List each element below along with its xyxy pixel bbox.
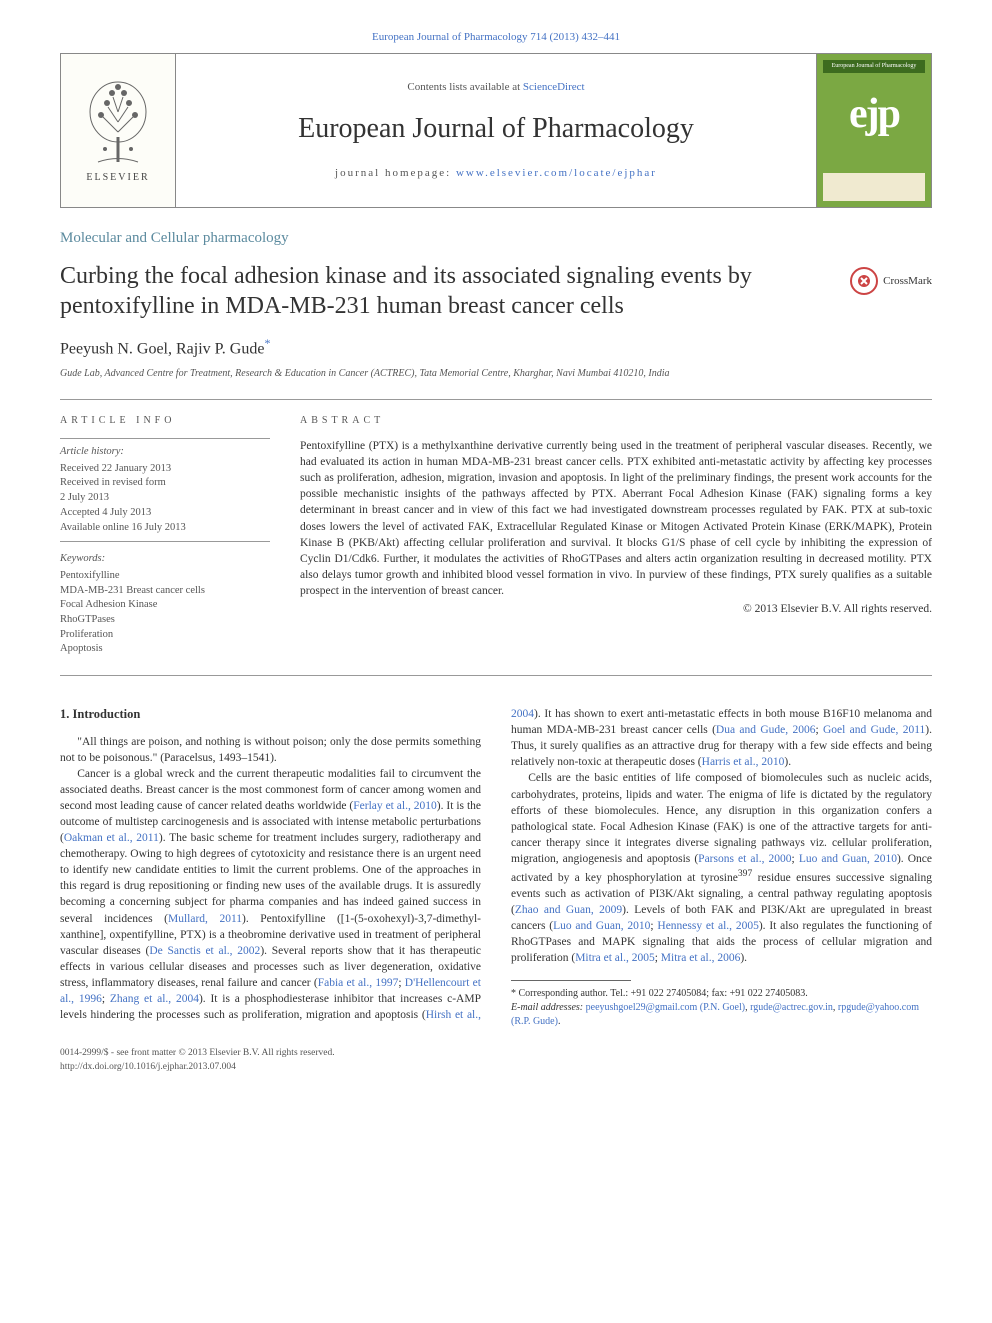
journal-title: European Journal of Pharmacology [196, 109, 796, 148]
contents-line: Contents lists available at ScienceDirec… [196, 80, 796, 95]
elsevier-logo[interactable]: ELSEVIER [61, 54, 176, 207]
authors: Peeyush N. Goel, Rajiv P. Gude* [60, 335, 932, 361]
history-label: Article history: [60, 445, 270, 460]
affiliation: Gude Lab, Advanced Centre for Treatment,… [60, 367, 932, 381]
ref-link[interactable]: Dua and Gude, 2006 [716, 724, 816, 736]
journal-header: ELSEVIER Contents lists available at Sci… [60, 53, 932, 208]
article-info-heading: ARTICLE INFO [60, 414, 270, 428]
email-link[interactable]: peeyushgoel29@gmail.com (P.N. Goel) [586, 1002, 745, 1013]
history-item: Available online 16 July 2013 [60, 521, 270, 536]
ref-link[interactable]: Mullard, 2011 [168, 913, 242, 925]
ref-link[interactable]: Parsons et al., 2000 [698, 853, 791, 865]
ref-link[interactable]: Luo and Guan, 2010 [799, 853, 897, 865]
email-link[interactable]: rgude@actrec.gov.in [750, 1002, 833, 1013]
doi-line[interactable]: http://dx.doi.org/10.1016/j.ejphar.2013.… [60, 1061, 932, 1074]
keyword: Proliferation [60, 628, 270, 643]
keyword: Apoptosis [60, 642, 270, 657]
email-label: E-mail addresses: [511, 1002, 586, 1013]
elsevier-tree-icon [83, 77, 153, 167]
crossmark-badge[interactable]: CrossMark [850, 267, 932, 295]
keyword: Pentoxifylline [60, 569, 270, 584]
keyword: Focal Adhesion Kinase [60, 598, 270, 613]
ref-link[interactable]: Zhang et al., 2004 [110, 993, 199, 1005]
contents-prefix: Contents lists available at [407, 81, 522, 93]
history-item: Received 22 January 2013 [60, 462, 270, 477]
crossmark-label: CrossMark [883, 274, 932, 289]
section-tag[interactable]: Molecular and Cellular pharmacology [60, 228, 932, 249]
bottom-meta: 0014-2999/$ - see front matter © 2013 El… [60, 1047, 932, 1074]
ref-link[interactable]: Zhao and Guan, 2009 [515, 904, 622, 916]
ref-link[interactable]: Fabia et al., 1997 [318, 977, 399, 989]
ref-link[interactable]: Harris et al., 2010 [702, 756, 785, 768]
info-abstract-row: ARTICLE INFO Article history: Received 2… [60, 399, 932, 676]
email-footnote: E-mail addresses: peeyushgoel29@gmail.co… [511, 1001, 932, 1029]
article-title: Curbing the focal adhesion kinase and it… [60, 261, 830, 321]
footnote-separator [511, 980, 631, 981]
body-text: 1. Introduction "All things are poison, … [60, 706, 932, 1029]
journal-cover[interactable]: European Journal of Pharmacology ejp [816, 54, 931, 207]
journal-homepage: journal homepage: www.elsevier.com/locat… [196, 166, 796, 181]
authors-text: Peeyush N. Goel, Rajiv P. Gude [60, 341, 264, 358]
homepage-prefix: journal homepage: [335, 167, 456, 179]
keyword-list: Pentoxifylline MDA-MB-231 Breast cancer … [60, 569, 270, 657]
keywords-label: Keywords: [60, 552, 270, 567]
abstract-column: ABSTRACT Pentoxifylline (PTX) is a methy… [300, 414, 932, 657]
keyword: RhoGTPases [60, 613, 270, 628]
elsevier-label: ELSEVIER [86, 171, 149, 185]
cover-bottom-bar [823, 173, 925, 201]
abstract-heading: ABSTRACT [300, 414, 932, 428]
issn-line: 0014-2999/$ - see front matter © 2013 El… [60, 1047, 932, 1060]
copyright: © 2013 Elsevier B.V. All rights reserved… [300, 601, 932, 617]
ref-link[interactable]: De Sanctis et al., 2002 [149, 945, 260, 957]
history-item: Accepted 4 July 2013 [60, 506, 270, 521]
cover-top-bar: European Journal of Pharmacology [823, 60, 925, 72]
title-row: Curbing the focal adhesion kinase and it… [60, 261, 932, 321]
article-info: ARTICLE INFO Article history: Received 2… [60, 414, 270, 657]
keyword: MDA-MB-231 Breast cancer cells [60, 584, 270, 599]
intro-quote: "All things are poison, and nothing is w… [60, 734, 481, 766]
corresponding-footnote: * Corresponding author. Tel.: +91 022 27… [511, 987, 932, 1001]
history-item: 2 July 2013 [60, 491, 270, 506]
ref-link[interactable]: Luo and Guan, 2010 [553, 920, 650, 932]
sciencedirect-link[interactable]: ScienceDirect [523, 81, 585, 93]
article-history: Article history: Received 22 January 201… [60, 438, 270, 542]
ref-link[interactable]: Mitra et al., 2006 [661, 952, 741, 964]
cover-ejp-logo: ejp [823, 85, 925, 144]
abstract-text: Pentoxifylline (PTX) is a methylxanthine… [300, 438, 932, 599]
citation-link-text[interactable]: European Journal of Pharmacology 714 (20… [372, 31, 620, 43]
ref-link[interactable]: Mitra et al., 2005 [575, 952, 655, 964]
ref-link[interactable]: Ferlay et al., 2010 [353, 800, 437, 812]
header-center: Contents lists available at ScienceDirec… [176, 70, 816, 192]
ref-link[interactable]: Hennessy et al., 2005 [657, 920, 758, 932]
citation-link[interactable]: European Journal of Pharmacology 714 (20… [60, 30, 932, 45]
homepage-link[interactable]: www.elsevier.com/locate/ejphar [456, 167, 657, 179]
intro-heading: 1. Introduction [60, 706, 481, 724]
history-item: Received in revised form [60, 476, 270, 491]
corresponding-mark[interactable]: * [264, 336, 270, 350]
body-paragraph: Cells are the basic entities of life com… [511, 770, 932, 966]
ref-link[interactable]: Goel and Gude, 2011 [823, 724, 925, 736]
crossmark-icon [850, 267, 878, 295]
ref-link[interactable]: Oakman et al., 2011 [64, 832, 159, 844]
